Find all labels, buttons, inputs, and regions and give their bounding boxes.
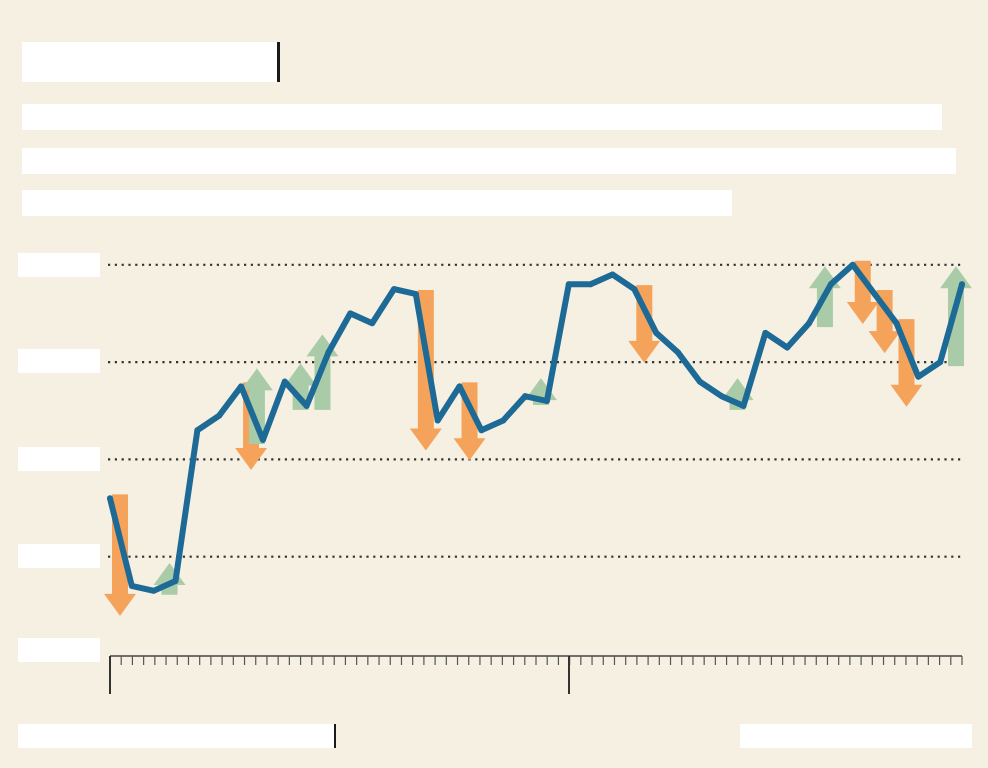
- data-point: [915, 373, 922, 380]
- y-axis-label-box: [18, 544, 100, 568]
- chart-title: [22, 42, 280, 82]
- data-point: [696, 378, 703, 385]
- data-point: [500, 417, 507, 424]
- data-point: [347, 310, 354, 317]
- data-point: [806, 320, 813, 327]
- data-point: [238, 383, 245, 390]
- y-axis-label-box: [18, 638, 100, 662]
- down-arrow-marker: [868, 289, 901, 354]
- data-point: [456, 383, 463, 390]
- data-point: [631, 286, 638, 293]
- data-point: [762, 329, 769, 336]
- up-arrow-marker: [240, 368, 273, 444]
- data-point: [587, 281, 594, 288]
- down-arrow-marker: [628, 285, 661, 363]
- data-point: [303, 402, 310, 409]
- data-point: [369, 320, 376, 327]
- chart-subtitle-line-2: [22, 148, 956, 174]
- data-point: [172, 578, 179, 585]
- data-point: [434, 417, 441, 424]
- data-point: [675, 349, 681, 356]
- data-point: [259, 436, 266, 443]
- data-point: [543, 398, 550, 405]
- data-point: [893, 320, 900, 327]
- data-point: [827, 281, 834, 288]
- down-arrow-marker: [453, 382, 486, 461]
- data-point: [609, 271, 616, 278]
- data-point: [107, 495, 113, 502]
- data-point: [937, 359, 944, 366]
- data-point: [565, 281, 572, 288]
- data-point: [959, 281, 965, 288]
- series-line: [107, 261, 965, 594]
- data-point: [216, 412, 223, 419]
- data-point: [653, 329, 660, 336]
- data-point: [740, 402, 747, 409]
- data-point: [281, 378, 288, 385]
- data-point: [325, 349, 332, 356]
- data-point: [718, 393, 725, 400]
- data-point: [849, 261, 856, 268]
- data-point: [522, 393, 529, 400]
- data-point: [784, 344, 791, 351]
- y-axis-label-box: [18, 447, 100, 471]
- data-point: [871, 290, 878, 297]
- chart-subtitle-line-1: [22, 104, 942, 130]
- down-arrow-marker: [104, 494, 136, 616]
- chart-subtitle-line-3: [22, 190, 732, 216]
- down-arrow-marker: [846, 260, 879, 324]
- y-axis-label-box: [18, 349, 100, 373]
- data-point: [194, 427, 201, 434]
- data-point: [150, 587, 157, 594]
- data-point: [412, 290, 419, 297]
- data-point: [128, 582, 135, 589]
- source-note: [18, 724, 336, 748]
- credit-note: [740, 724, 972, 748]
- data-point: [391, 286, 397, 293]
- data-point: [478, 427, 485, 434]
- down-arrow-marker: [890, 319, 923, 407]
- y-axis-label-box: [18, 253, 100, 277]
- down-arrow-marker: [409, 289, 442, 451]
